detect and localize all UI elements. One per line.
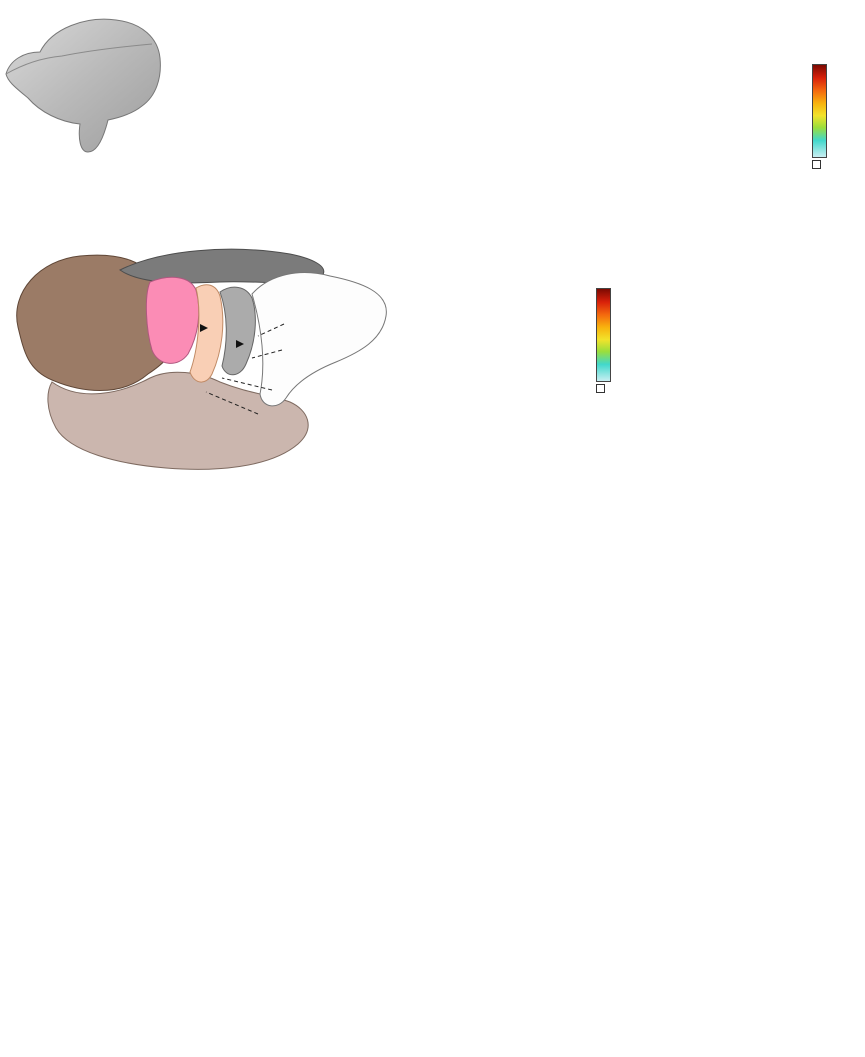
claustrum-surface: [5, 18, 161, 153]
leader-lines: [205, 323, 285, 415]
ipsi-contra-scatter: [612, 230, 865, 478]
zone-frontal-motor: [219, 286, 256, 376]
flne-gradient: [812, 64, 827, 158]
psz-heatmap-table: [466, 964, 865, 1057]
zone-parietal-association: [145, 276, 200, 364]
flne-colorbar-d: [596, 288, 611, 393]
absent-swatch: [812, 160, 821, 169]
absent-swatch-d: [596, 384, 605, 393]
zone-prefrontal: [251, 272, 387, 407]
zone-parietal-sensory: [189, 284, 224, 383]
cortical-flatmap-zones: [16, 248, 387, 470]
claustrum-3d-view: [5, 18, 161, 153]
flne-colorbar-b: [812, 64, 827, 169]
cortical-flatmap: [0, 232, 445, 477]
flne-absent: [812, 160, 821, 170]
arrowhead-1: [200, 324, 208, 332]
arrowhead-2: [236, 340, 244, 348]
flne-bar-charts: [0, 470, 865, 792]
flne-gradient-d: [596, 288, 611, 382]
flne-absent-d: [596, 384, 605, 394]
zone-temporal: [47, 371, 309, 470]
